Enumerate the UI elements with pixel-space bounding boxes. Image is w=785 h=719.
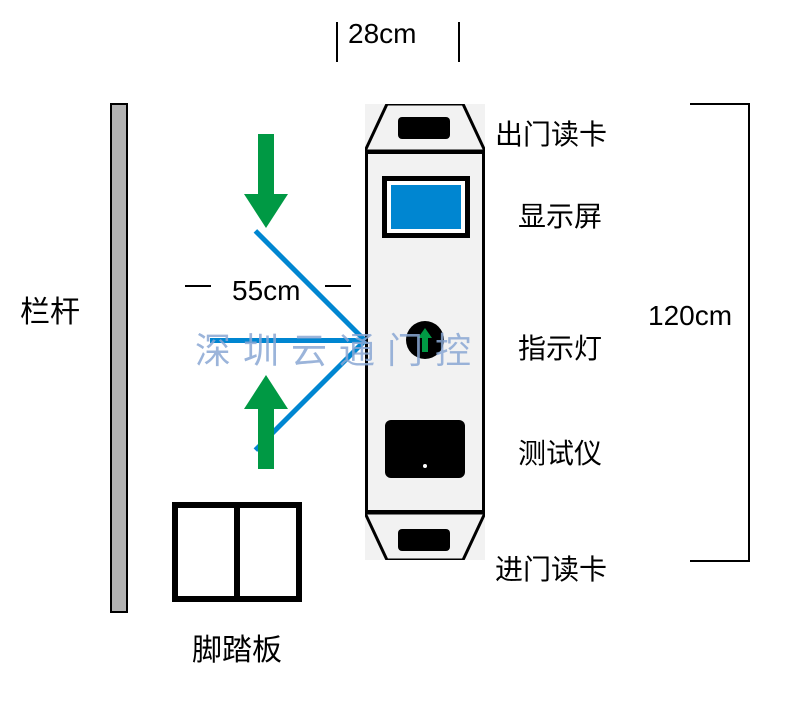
dim-width-bracket-left <box>336 22 338 62</box>
footboard <box>172 502 302 602</box>
entry-card-reader <box>398 529 450 551</box>
rail-bar <box>110 103 128 613</box>
direction-arrow-up <box>244 375 288 473</box>
diagram-canvas: 28cm 120cm 栏杆 出门读卡 显示屏 指示灯 测试仪 进门读卡 <box>0 0 785 719</box>
direction-arrow-down <box>244 134 288 232</box>
tester-dot <box>423 464 427 468</box>
tripod-arm-2 <box>210 338 365 343</box>
dim-height-bottom-tick <box>690 560 750 562</box>
tester-device <box>385 420 465 478</box>
dim-arm-value: 55cm <box>232 275 300 307</box>
dim-width-value: 28cm <box>348 18 416 50</box>
display-screen <box>382 176 470 238</box>
entry-reader-label: 进门读卡 <box>495 548 607 588</box>
tester-label: 测试仪 <box>518 432 602 472</box>
display-screen-inner <box>391 185 461 229</box>
dim-height-top-tick <box>690 103 750 105</box>
dim-arm-tick-right <box>325 285 351 287</box>
dim-height-line <box>748 103 750 562</box>
footboard-label: 脚踏板 <box>192 625 282 669</box>
indicator-light <box>406 321 444 359</box>
indicator-label: 指示灯 <box>518 327 602 367</box>
exit-reader-label: 出门读卡 <box>495 113 607 153</box>
dim-width-bracket-right <box>458 22 460 62</box>
display-label: 显示屏 <box>518 195 602 235</box>
rail-label: 栏杆 <box>20 287 80 331</box>
exit-card-reader <box>398 117 450 139</box>
dim-arm-tick-left <box>185 285 211 287</box>
dim-height-value: 120cm <box>648 300 732 332</box>
indicator-arrow-icon <box>418 328 432 352</box>
